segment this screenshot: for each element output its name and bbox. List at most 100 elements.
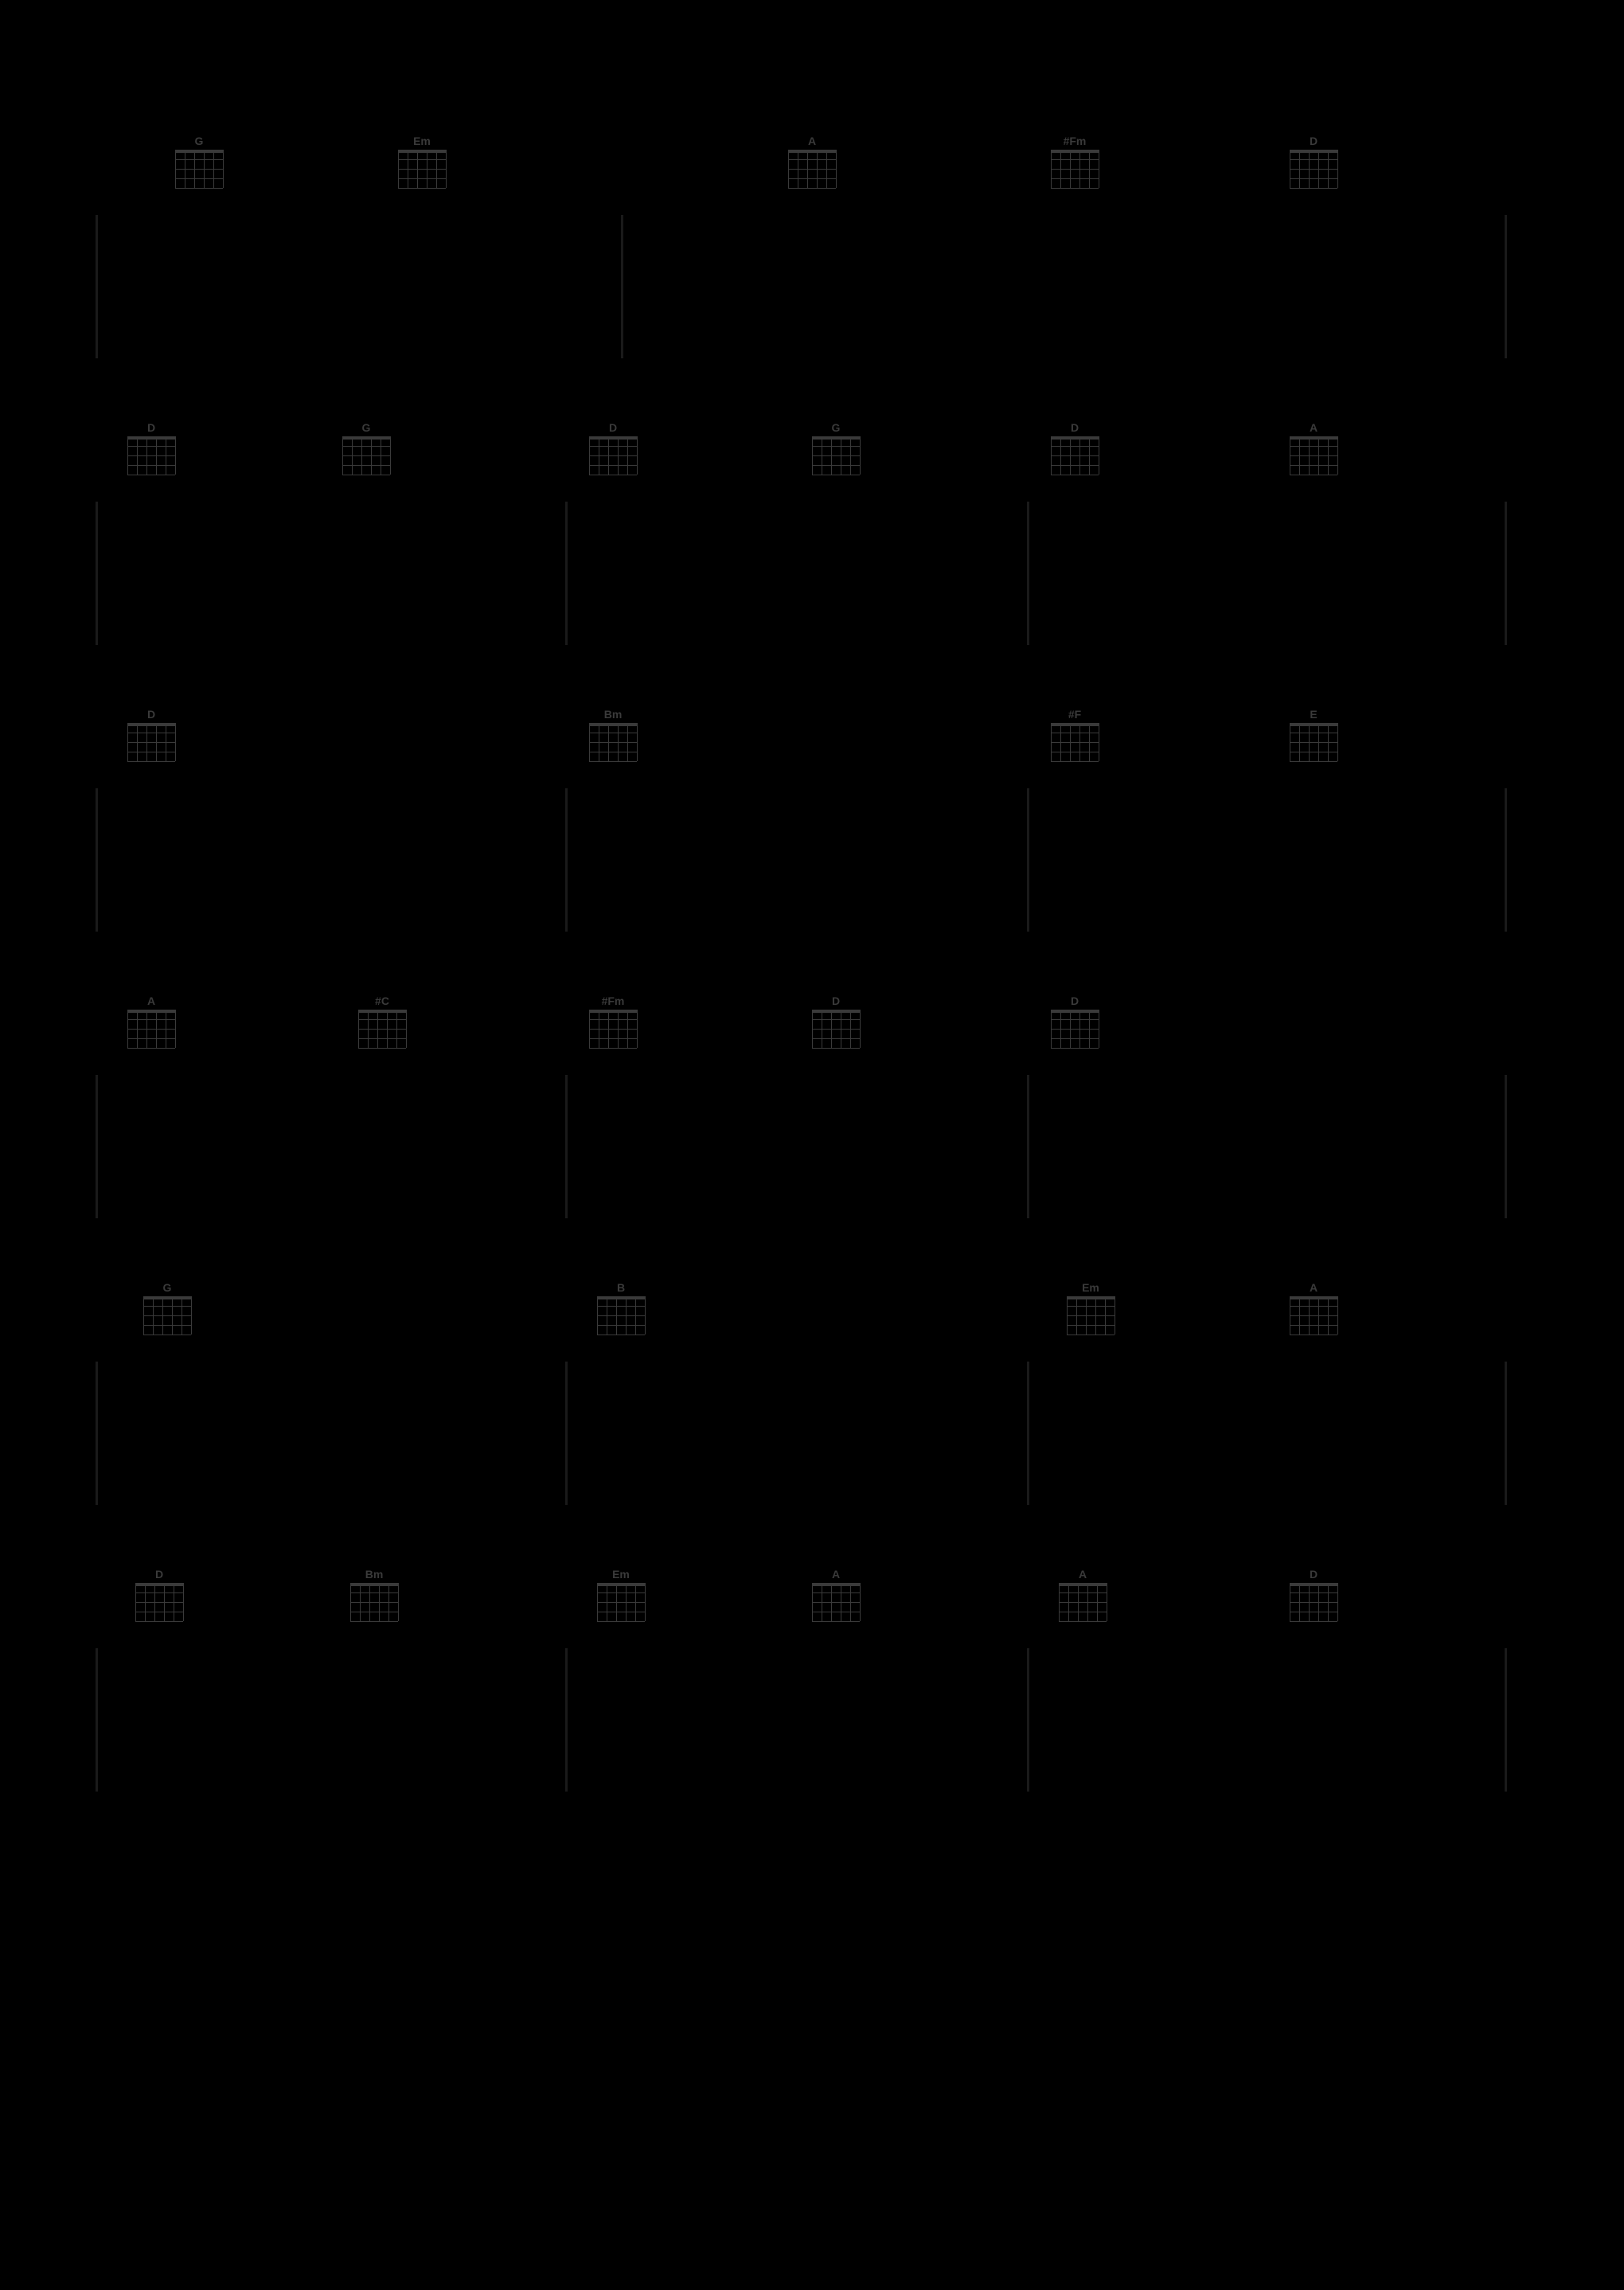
barline — [1027, 788, 1029, 932]
barline — [1027, 1075, 1029, 1218]
chord-label: D — [812, 995, 860, 1010]
chord-row: G Em A #Fm D — [96, 135, 1528, 422]
barline — [565, 788, 568, 932]
chord-label: G — [175, 135, 223, 150]
chord-label: D — [127, 422, 175, 436]
chord-diagram: #F — [1051, 709, 1099, 761]
barline — [565, 502, 568, 645]
chord-grid — [1290, 1296, 1337, 1335]
chord-label: G — [143, 1282, 191, 1296]
chord-diagram: D — [135, 1569, 183, 1621]
chord-grid — [175, 150, 223, 188]
barline — [96, 1075, 98, 1218]
chord-grid — [127, 436, 175, 475]
chord-grid — [1290, 1583, 1337, 1621]
chord-grid — [1051, 150, 1099, 188]
chord-grid — [127, 1010, 175, 1048]
chord-grid — [812, 1010, 860, 1048]
barline — [96, 1362, 98, 1505]
barline — [1505, 502, 1507, 645]
chord-diagram: G — [812, 422, 860, 475]
chord-grid — [1051, 1010, 1099, 1048]
chord-grid — [350, 1583, 398, 1621]
chord-label: D — [1290, 1569, 1337, 1583]
chord-label: G — [342, 422, 390, 436]
chord-grid — [1051, 723, 1099, 761]
chord-label: #F — [1051, 709, 1099, 723]
chord-label: Em — [398, 135, 446, 150]
chord-diagram: Em — [398, 135, 446, 188]
barline — [1505, 788, 1507, 932]
chord-label: Bm — [350, 1569, 398, 1583]
chord-diagram: G — [175, 135, 223, 188]
chord-diagram: A — [1290, 422, 1337, 475]
chord-grid — [589, 723, 637, 761]
chord-diagram: D — [812, 995, 860, 1048]
chord-label: A — [127, 995, 175, 1010]
barline — [96, 788, 98, 932]
chord-grid — [589, 1010, 637, 1048]
chord-grid — [589, 436, 637, 475]
chord-chart-page: GEmA#FmDDGDGDADBm#FEA#C#FmDDGBEmADBmEmAA… — [0, 0, 1624, 1935]
chord-label: D — [1051, 422, 1099, 436]
chord-label: A — [1290, 422, 1337, 436]
chord-diagram: D — [1051, 422, 1099, 475]
chord-diagram: Em — [597, 1569, 645, 1621]
chord-label: D — [1051, 995, 1099, 1010]
chord-label: A — [1290, 1282, 1337, 1296]
chord-diagram: G — [143, 1282, 191, 1335]
barline — [1505, 215, 1507, 358]
barline — [565, 1648, 568, 1792]
chord-label: D — [127, 709, 175, 723]
chord-label: Bm — [589, 709, 637, 723]
chord-diagram: Em — [1067, 1282, 1115, 1335]
chord-label: #Fm — [1051, 135, 1099, 150]
chord-label: D — [135, 1569, 183, 1583]
chord-grid — [143, 1296, 191, 1335]
chord-grid — [127, 723, 175, 761]
chord-row: DBm#FE — [96, 709, 1528, 995]
barline — [1027, 1362, 1029, 1505]
chord-grid — [597, 1296, 645, 1335]
chord-grid — [1059, 1583, 1107, 1621]
chord-grid — [358, 1010, 406, 1048]
chord-diagram: A — [127, 995, 175, 1048]
chord-label: Em — [597, 1569, 645, 1583]
chord-diagram: D — [1290, 135, 1337, 188]
chord-grid — [812, 436, 860, 475]
chord-diagram: #C — [358, 995, 406, 1048]
chord-row: A #C #Fm D D — [96, 995, 1528, 1282]
barline — [1027, 502, 1029, 645]
chord-diagram: A — [812, 1569, 860, 1621]
barline — [96, 215, 98, 358]
barline — [621, 215, 623, 358]
chord-diagram: G — [342, 422, 390, 475]
chord-diagram: A — [788, 135, 836, 188]
chord-grid — [1051, 436, 1099, 475]
chord-diagram: D — [127, 422, 175, 475]
chord-grid — [812, 1583, 860, 1621]
chord-label: A — [812, 1569, 860, 1583]
chord-label: #C — [358, 995, 406, 1010]
chord-diagram: Bm — [589, 709, 637, 761]
barline — [96, 502, 98, 645]
chord-row: G B Em A — [96, 1282, 1528, 1569]
chord-label: D — [589, 422, 637, 436]
chord-diagram: B — [597, 1282, 645, 1335]
chord-grid — [1290, 723, 1337, 761]
chord-diagram: D — [1290, 1569, 1337, 1621]
chord-diagram: A — [1059, 1569, 1107, 1621]
chord-grid — [1290, 150, 1337, 188]
chord-label: B — [597, 1282, 645, 1296]
chord-row: D Bm Em A A D — [96, 1569, 1528, 1855]
chord-grid — [1067, 1296, 1115, 1335]
barline — [96, 1648, 98, 1792]
barline — [1505, 1362, 1507, 1505]
chord-grid — [135, 1583, 183, 1621]
chord-row: DGDGDA — [96, 422, 1528, 709]
chord-grid — [788, 150, 836, 188]
chord-label: Em — [1067, 1282, 1115, 1296]
chord-diagram: #Fm — [589, 995, 637, 1048]
chord-grid — [597, 1583, 645, 1621]
chord-label: G — [812, 422, 860, 436]
